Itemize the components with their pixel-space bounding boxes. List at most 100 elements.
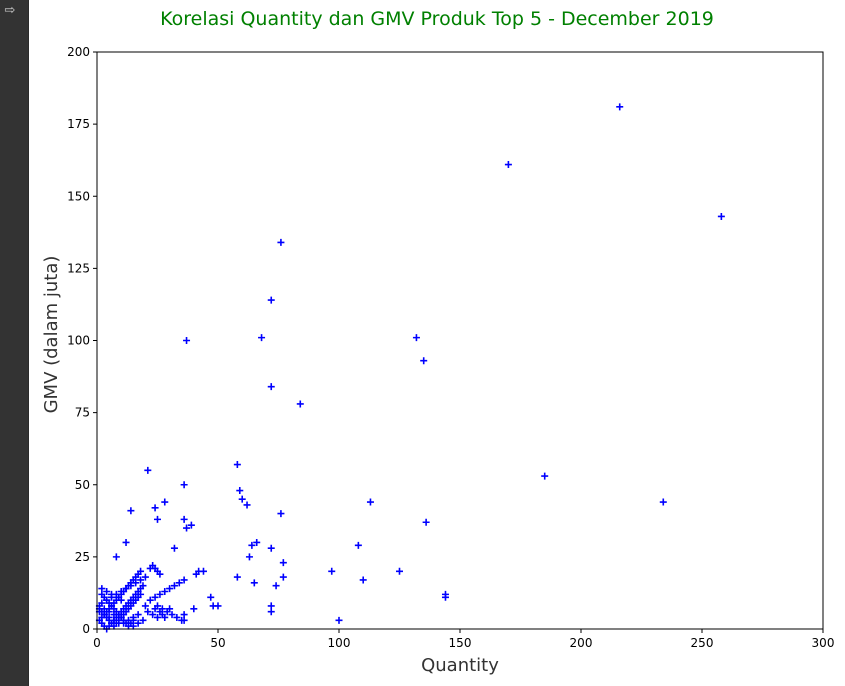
output-expand-icon[interactable]: ⇨ xyxy=(4,3,16,18)
x-tick-label: 50 xyxy=(210,636,225,650)
data-point xyxy=(267,296,275,304)
data-point xyxy=(134,611,142,619)
data-point xyxy=(98,585,106,593)
data-point xyxy=(192,570,200,578)
scatter-plot: 0 50 100 150 200 250 300 0 25 50 75 100 125 150 175 20… xyxy=(41,45,834,676)
data-point xyxy=(258,334,266,342)
x-axis-label: Quantity xyxy=(421,655,499,676)
data-point xyxy=(267,608,275,616)
data-point xyxy=(117,596,125,604)
data-point xyxy=(504,161,512,169)
data-point xyxy=(328,567,336,575)
data-point xyxy=(144,466,152,474)
y-tick-label: 200 xyxy=(67,45,90,59)
data-point xyxy=(100,611,108,619)
data-point xyxy=(420,357,428,365)
data-point xyxy=(166,605,174,613)
data-point xyxy=(112,553,120,561)
data-point xyxy=(180,515,188,523)
data-point xyxy=(137,576,145,584)
data-point xyxy=(296,400,304,408)
y-tick-label: 50 xyxy=(75,478,90,492)
data-point xyxy=(149,611,157,619)
data-point xyxy=(717,212,725,220)
data-point xyxy=(156,590,164,598)
data-point xyxy=(616,103,624,111)
x-tick-label: 0 xyxy=(93,636,101,650)
data-point xyxy=(161,613,169,621)
data-point xyxy=(144,608,152,616)
data-point xyxy=(267,383,275,391)
data-point xyxy=(170,582,178,590)
x-tick-label: 150 xyxy=(449,636,472,650)
data-point xyxy=(139,616,147,624)
data-point xyxy=(154,515,161,523)
data-point xyxy=(180,576,188,584)
x-tick-label: 200 xyxy=(570,636,593,650)
data-point xyxy=(146,564,154,572)
data-point xyxy=(412,334,420,342)
data-point xyxy=(267,544,275,552)
data-point xyxy=(199,567,207,575)
data-point xyxy=(277,510,285,518)
data-point xyxy=(110,616,118,624)
data-point xyxy=(161,587,169,595)
data-point xyxy=(105,613,113,621)
data-point xyxy=(238,495,246,503)
data-point xyxy=(170,544,178,552)
data-point xyxy=(187,521,195,529)
data-point xyxy=(134,619,142,627)
data-point xyxy=(396,567,403,575)
data-point xyxy=(166,585,174,593)
data-point xyxy=(248,541,256,549)
data-point xyxy=(173,613,181,621)
x-tick-label: 100 xyxy=(328,636,351,650)
data-point xyxy=(236,487,244,495)
y-tick-label: 175 xyxy=(67,117,90,131)
y-tick-label: 125 xyxy=(67,261,90,275)
data-point xyxy=(250,579,258,587)
data-point xyxy=(180,481,188,489)
data-point xyxy=(359,576,367,584)
output-gutter: ⇨ xyxy=(0,0,28,686)
data-point xyxy=(277,238,285,246)
data-point xyxy=(183,524,191,532)
data-point xyxy=(354,541,362,549)
data-point xyxy=(122,538,130,546)
data-point xyxy=(151,593,159,601)
chart-title: Korelasi Quantity dan GMV Produk Top 5 -… xyxy=(160,8,714,30)
data-point xyxy=(120,619,128,627)
data-point xyxy=(154,613,161,621)
data-point xyxy=(141,573,149,581)
data-point xyxy=(659,498,667,506)
y-axis-ticks: 0 25 50 75 100 125 150 175 200 xyxy=(67,45,97,636)
data-point xyxy=(146,596,154,604)
data-point xyxy=(124,616,132,624)
data-point xyxy=(103,587,111,595)
y-tick-label: 150 xyxy=(67,189,90,203)
data-point xyxy=(151,504,159,512)
data-point xyxy=(161,498,169,506)
data-point xyxy=(279,559,287,567)
x-tick-label: 250 xyxy=(691,636,714,650)
data-point xyxy=(108,590,116,598)
data-point xyxy=(207,593,215,601)
x-axis-ticks: 0 50 100 150 200 250 300 xyxy=(93,629,834,650)
data-point xyxy=(272,582,280,590)
data-point xyxy=(139,582,147,590)
data-point xyxy=(127,507,135,515)
data-point xyxy=(129,613,137,621)
scatter-points xyxy=(95,103,725,633)
data-point xyxy=(112,593,120,601)
data-point xyxy=(233,573,241,581)
y-tick-label: 100 xyxy=(67,334,90,348)
data-point xyxy=(190,605,198,613)
data-point xyxy=(214,602,222,610)
y-axis-label: GMV (dalam juta) xyxy=(41,256,62,414)
y-tick-label: 25 xyxy=(75,550,90,564)
data-point xyxy=(180,616,188,624)
data-point xyxy=(154,602,161,610)
data-point xyxy=(279,573,287,581)
data-point xyxy=(141,602,149,610)
x-tick-label: 300 xyxy=(812,636,835,650)
